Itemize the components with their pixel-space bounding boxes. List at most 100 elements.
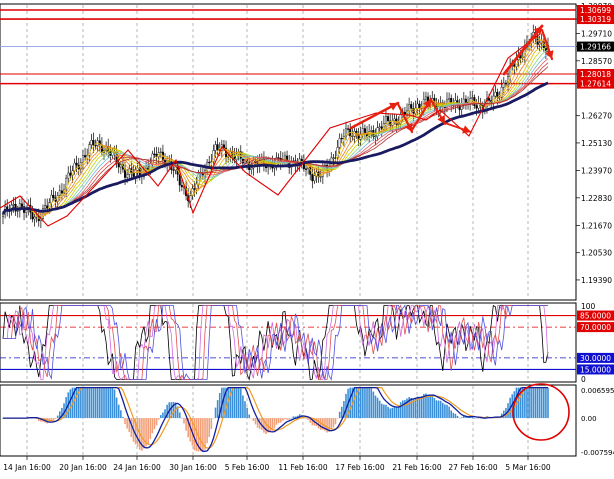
histogram-bar — [378, 400, 381, 419]
histogram-bar — [183, 418, 185, 424]
candle-body — [208, 161, 211, 164]
histogram-bar — [519, 387, 522, 419]
candle-body — [90, 139, 93, 145]
candle-body — [58, 190, 61, 196]
histogram-bar — [267, 418, 269, 433]
histogram-bar — [221, 387, 223, 419]
candle-body — [243, 159, 246, 164]
histogram-bar — [214, 407, 217, 419]
price-pane[interactable] — [0, 3, 577, 301]
histogram-bar — [376, 397, 379, 419]
candle-body — [389, 120, 392, 126]
oscillator-level-tag — [577, 322, 614, 333]
time-tick-label: 24 Jan 16:00 — [113, 463, 161, 472]
candle-body — [504, 82, 507, 85]
histogram-bar — [90, 387, 93, 419]
histogram-bar — [86, 387, 88, 419]
histogram-bar — [239, 388, 242, 419]
price-level-tag-label: 1.27614 — [580, 80, 611, 89]
histogram-bar — [153, 418, 156, 430]
histogram-bar — [511, 394, 514, 419]
candle-body — [313, 175, 316, 182]
histogram-bar — [141, 418, 143, 451]
candle-body — [363, 128, 366, 134]
histogram-bar — [124, 418, 126, 425]
histogram-bar — [84, 387, 86, 419]
histogram-bar — [364, 387, 366, 419]
histogram-bar — [160, 415, 162, 419]
candle-body — [2, 213, 5, 217]
price-level-tag — [577, 78, 614, 89]
price-tick-label: 1.19390 — [581, 276, 612, 285]
candle-body — [193, 188, 196, 190]
candle-body — [502, 82, 505, 88]
histogram-bar — [441, 402, 444, 419]
price-axis: 1.308701.303191.297101.291661.285701.280… — [576, 2, 614, 285]
histogram-bar — [420, 396, 423, 419]
histogram-bar — [204, 418, 206, 450]
histogram-bar — [538, 387, 541, 419]
arrow-shaft — [349, 101, 400, 130]
time-tick-label: 27 Feb 16:00 — [448, 463, 497, 472]
histogram-bar — [317, 418, 320, 429]
candle-body — [351, 135, 354, 138]
histogram-bar — [206, 418, 208, 444]
candle-body — [387, 116, 390, 122]
histogram-bar — [162, 412, 164, 419]
histogram-bar — [290, 417, 293, 419]
price-level-tag-label: 1.30319 — [580, 15, 611, 24]
candle-body — [16, 210, 19, 212]
histogram-bar — [88, 387, 91, 419]
candle-body — [300, 158, 303, 162]
candle-body — [347, 128, 350, 130]
oscillator-pane[interactable] — [0, 302, 577, 383]
histogram-bar — [218, 392, 221, 419]
histogram-bar — [433, 397, 436, 419]
histogram-bar — [113, 389, 116, 419]
histogram-bar — [395, 407, 398, 419]
histogram-bar — [326, 418, 328, 433]
histogram-bar — [252, 418, 255, 421]
histogram-tick-label: 0.0065959 — [581, 387, 614, 395]
histogram-bar — [355, 387, 358, 419]
histogram-bar — [406, 398, 408, 419]
slow-ma-line — [1, 81, 549, 215]
candle-body — [153, 153, 156, 155]
arrow-head — [423, 99, 431, 108]
histogram-bar — [250, 418, 253, 419]
histogram-pane[interactable] — [0, 383, 577, 457]
histogram-bar — [521, 387, 524, 419]
histogram-bar — [431, 395, 434, 419]
histogram-bar — [254, 418, 257, 425]
histogram-bar — [155, 418, 158, 426]
price-level-tag — [577, 4, 614, 15]
histogram-bar — [545, 387, 547, 419]
oscillator-level-tag — [577, 352, 614, 363]
histogram-bar — [503, 410, 505, 419]
histogram-bar — [311, 418, 314, 426]
histogram-bar — [460, 417, 463, 419]
oscillator-tick-label: 100 — [581, 302, 596, 311]
candle-body — [393, 118, 396, 122]
time-tick-label: 14 Jan 16:00 — [3, 463, 51, 472]
histogram-bar — [399, 402, 402, 419]
histogram-bar — [170, 402, 173, 419]
histogram-bar — [235, 387, 238, 419]
arrow-head — [533, 26, 542, 35]
candle-body — [134, 170, 137, 177]
oscillator-slowest-line — [3, 304, 548, 381]
histogram-bar — [391, 407, 394, 419]
histogram-bar — [185, 418, 187, 431]
oscillator-level-tag-label: 70.0000 — [580, 323, 611, 332]
candle-body — [471, 97, 474, 99]
histogram-bar — [307, 418, 309, 420]
histogram-bar — [393, 407, 396, 419]
histogram-bar — [103, 387, 105, 419]
oscillator-level-tag-label: 30.0000 — [580, 354, 611, 363]
histogram-bar — [517, 387, 520, 419]
histogram-bar — [404, 400, 406, 419]
current-price-tag — [577, 41, 614, 52]
histogram-bar — [389, 408, 391, 419]
oscillator-axis: 100 0 85.0000 70.0000 30.0000 15.0000 — [577, 302, 614, 384]
